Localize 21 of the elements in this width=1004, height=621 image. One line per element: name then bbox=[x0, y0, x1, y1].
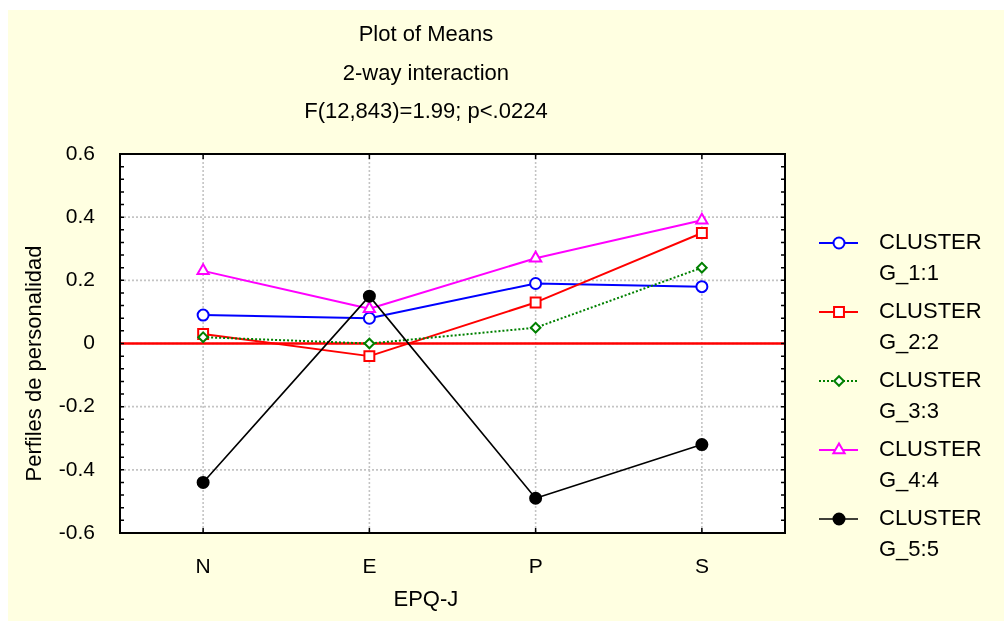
chart-subtitle: 2-way interaction bbox=[342, 59, 510, 85]
x-tick-label: N bbox=[195, 554, 211, 578]
legend-label: CLUSTER G_2:2 bbox=[879, 298, 982, 355]
text: F(12,843)=1.99; p<.0224 bbox=[304, 98, 548, 124]
legend-label: CLUSTER G_4:4 bbox=[879, 436, 982, 493]
y-tick-label: -0.4 bbox=[58, 456, 96, 480]
legend-label: CLUSTER G_1:1 bbox=[879, 229, 982, 286]
y-axis-title: Perfiles de personalidad bbox=[21, 245, 47, 482]
x-axis-title: EPQ-J bbox=[393, 586, 459, 612]
y-tick-label: -0.2 bbox=[58, 393, 95, 417]
x-tick-label: S bbox=[694, 554, 709, 578]
x-tick-label: P bbox=[528, 554, 543, 578]
legend-label: CLUSTER G_5:5 bbox=[879, 505, 982, 562]
y-tick-label: -0.6 bbox=[58, 519, 95, 543]
legend-label: CLUSTER G_3:3 bbox=[879, 367, 982, 424]
y-tick-label: 0.4 bbox=[65, 203, 96, 227]
y-tick-label: 0.6 bbox=[65, 140, 95, 164]
chart-title: Plot of Means bbox=[358, 21, 494, 47]
x-tick-label: E bbox=[362, 554, 377, 578]
y-tick-label: 0 bbox=[83, 330, 95, 354]
y-tick-label: 0.2 bbox=[65, 267, 95, 291]
